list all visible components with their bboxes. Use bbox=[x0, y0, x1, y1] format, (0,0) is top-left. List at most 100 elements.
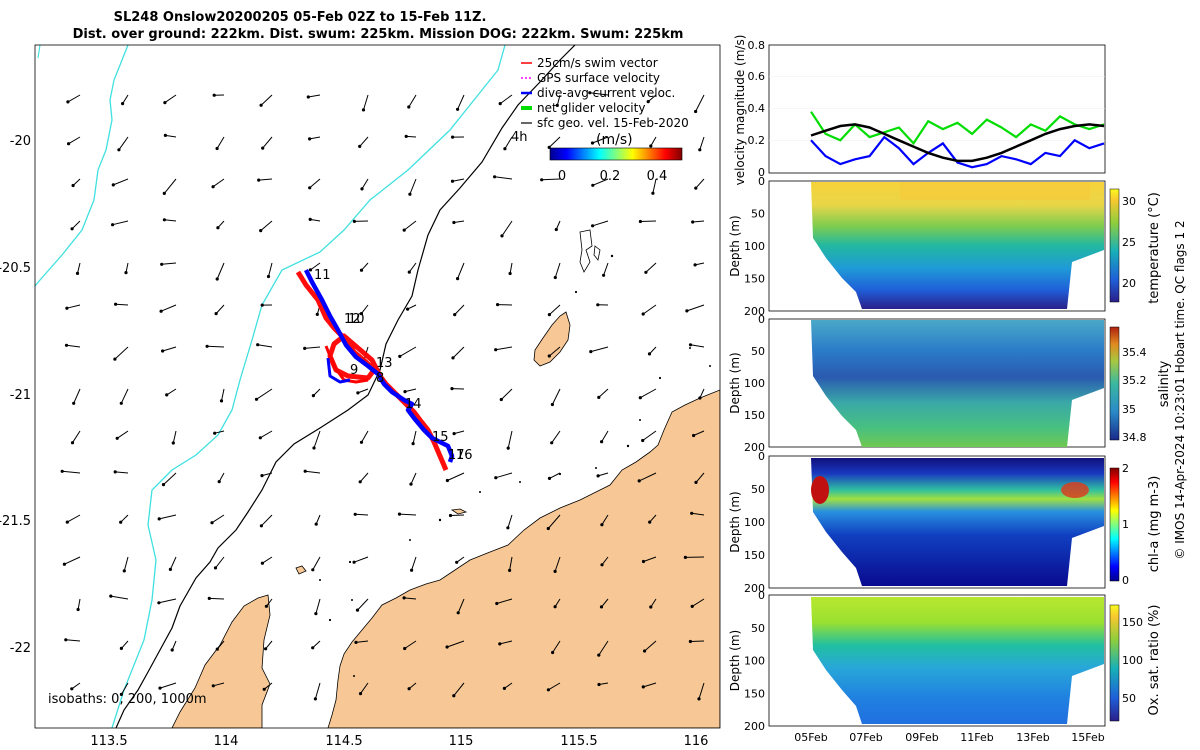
current-arrow-head bbox=[314, 522, 318, 526]
current-arrow bbox=[309, 136, 321, 140]
current-arrow-head bbox=[495, 601, 499, 606]
current-arrow bbox=[549, 472, 561, 479]
land-mainland bbox=[327, 389, 720, 728]
glider-track bbox=[295, 268, 455, 471]
current-arrow-head bbox=[455, 560, 459, 564]
current-arrow-head bbox=[65, 306, 69, 310]
current-arrow-head bbox=[121, 102, 125, 106]
time-tick: 09Feb bbox=[905, 731, 938, 744]
current-arrow-head bbox=[306, 95, 310, 99]
current-arrow-head bbox=[352, 560, 356, 564]
current-arrow bbox=[77, 262, 81, 274]
current-arrow-head bbox=[257, 178, 261, 182]
current-arrow-head bbox=[597, 653, 601, 657]
current-arrow-head bbox=[452, 694, 456, 698]
isobath-0m bbox=[37, 45, 41, 59]
surface-velocity-field bbox=[60, 91, 705, 701]
island-cluster bbox=[579, 229, 601, 273]
current-arrow-head bbox=[62, 562, 66, 566]
time-tick: 07Feb bbox=[849, 731, 882, 744]
current-arrow-head bbox=[311, 646, 315, 650]
current-arrow bbox=[447, 472, 465, 481]
current-arrow bbox=[68, 136, 81, 145]
current-arrow-head bbox=[215, 277, 219, 281]
current-arrow bbox=[172, 430, 177, 444]
current-arrow-head bbox=[496, 303, 500, 307]
day-label: 10 bbox=[348, 312, 365, 327]
current-arrow-head bbox=[111, 183, 115, 187]
current-arrow bbox=[209, 597, 225, 600]
current-arrow bbox=[410, 472, 417, 485]
current-arrow bbox=[113, 178, 129, 186]
current-arrow-head bbox=[690, 511, 694, 515]
current-arrow bbox=[260, 94, 273, 106]
land-small-island-2 bbox=[295, 565, 307, 575]
current-arrow-head bbox=[212, 93, 216, 97]
current-arrow-head bbox=[546, 526, 550, 531]
current-arrow-head bbox=[508, 568, 512, 573]
current-arrow bbox=[590, 346, 609, 353]
current-arrow bbox=[504, 136, 513, 149]
current-arrow bbox=[494, 176, 513, 180]
current-arrow-head bbox=[456, 611, 460, 615]
current-arrow bbox=[66, 344, 81, 348]
current-arrow bbox=[592, 220, 609, 227]
vel-tick: 0.6 bbox=[748, 70, 766, 83]
current-arrow bbox=[213, 682, 225, 687]
velocity-gridlines bbox=[769, 76, 1105, 141]
current-arrow bbox=[507, 514, 513, 528]
day-label: 12 bbox=[344, 312, 361, 327]
current-arrow bbox=[698, 682, 705, 700]
current-arrow bbox=[691, 512, 705, 516]
current-arrow-head bbox=[646, 100, 650, 104]
current-arrow-head bbox=[637, 479, 641, 483]
oxygen-label: Ox. sat. ratio (%) bbox=[1147, 605, 1162, 716]
x-tick-label: 115 bbox=[449, 734, 474, 749]
current-arrow bbox=[501, 220, 513, 237]
current-arrow bbox=[118, 136, 129, 151]
current-arrow bbox=[647, 94, 657, 102]
current-arrow bbox=[159, 682, 177, 689]
temperature-field bbox=[811, 182, 1104, 309]
current-arrow-head bbox=[65, 520, 69, 524]
current-arrow-head bbox=[260, 474, 264, 478]
track-blue-current-2 bbox=[326, 357, 351, 384]
current-arrow bbox=[115, 471, 129, 474]
depth-tick: 150 bbox=[744, 549, 765, 562]
depth-tick: 200 bbox=[744, 582, 765, 595]
current-arrow-head bbox=[76, 607, 80, 612]
current-arrow-head bbox=[451, 356, 455, 360]
day-labels: 11 12 10 13 9 8 14 15 16 17 bbox=[314, 268, 473, 463]
current-arrow bbox=[541, 178, 561, 181]
day-label: 9 bbox=[350, 363, 358, 378]
current-arrow-head bbox=[596, 303, 600, 307]
current-arrow-head bbox=[358, 144, 362, 148]
current-arrow bbox=[120, 682, 129, 695]
current-arrow bbox=[601, 514, 609, 525]
current-arrow bbox=[62, 470, 81, 474]
current-arrow bbox=[120, 514, 129, 523]
legend-label-gps: GPS surface velocity bbox=[537, 71, 660, 85]
y-tick-label: -21.5 bbox=[0, 514, 31, 529]
depth-tick: 0 bbox=[758, 313, 765, 326]
current-arrow bbox=[652, 178, 657, 194]
current-arrow bbox=[598, 640, 609, 656]
current-arrow-head bbox=[162, 191, 166, 195]
day-label: 15 bbox=[432, 430, 449, 445]
current-arrow-head bbox=[115, 436, 119, 440]
current-arrow-head bbox=[308, 137, 312, 141]
current-arrow-head bbox=[358, 480, 362, 484]
depth-tick: 50 bbox=[751, 345, 765, 358]
current-arrow-head bbox=[359, 268, 364, 272]
current-arrow bbox=[507, 430, 513, 449]
current-arrow-head bbox=[554, 227, 558, 232]
current-arrow bbox=[353, 556, 369, 563]
current-arrow-head bbox=[590, 141, 595, 145]
current-arrow-head bbox=[70, 687, 74, 691]
current-arrow-head bbox=[360, 187, 364, 191]
current-arrow-head bbox=[158, 686, 162, 690]
x-tick-label: 116 bbox=[684, 734, 709, 749]
current-arrow-head bbox=[694, 480, 698, 484]
x-tick-label: 114 bbox=[214, 734, 239, 749]
current-arrow-head bbox=[547, 476, 552, 480]
